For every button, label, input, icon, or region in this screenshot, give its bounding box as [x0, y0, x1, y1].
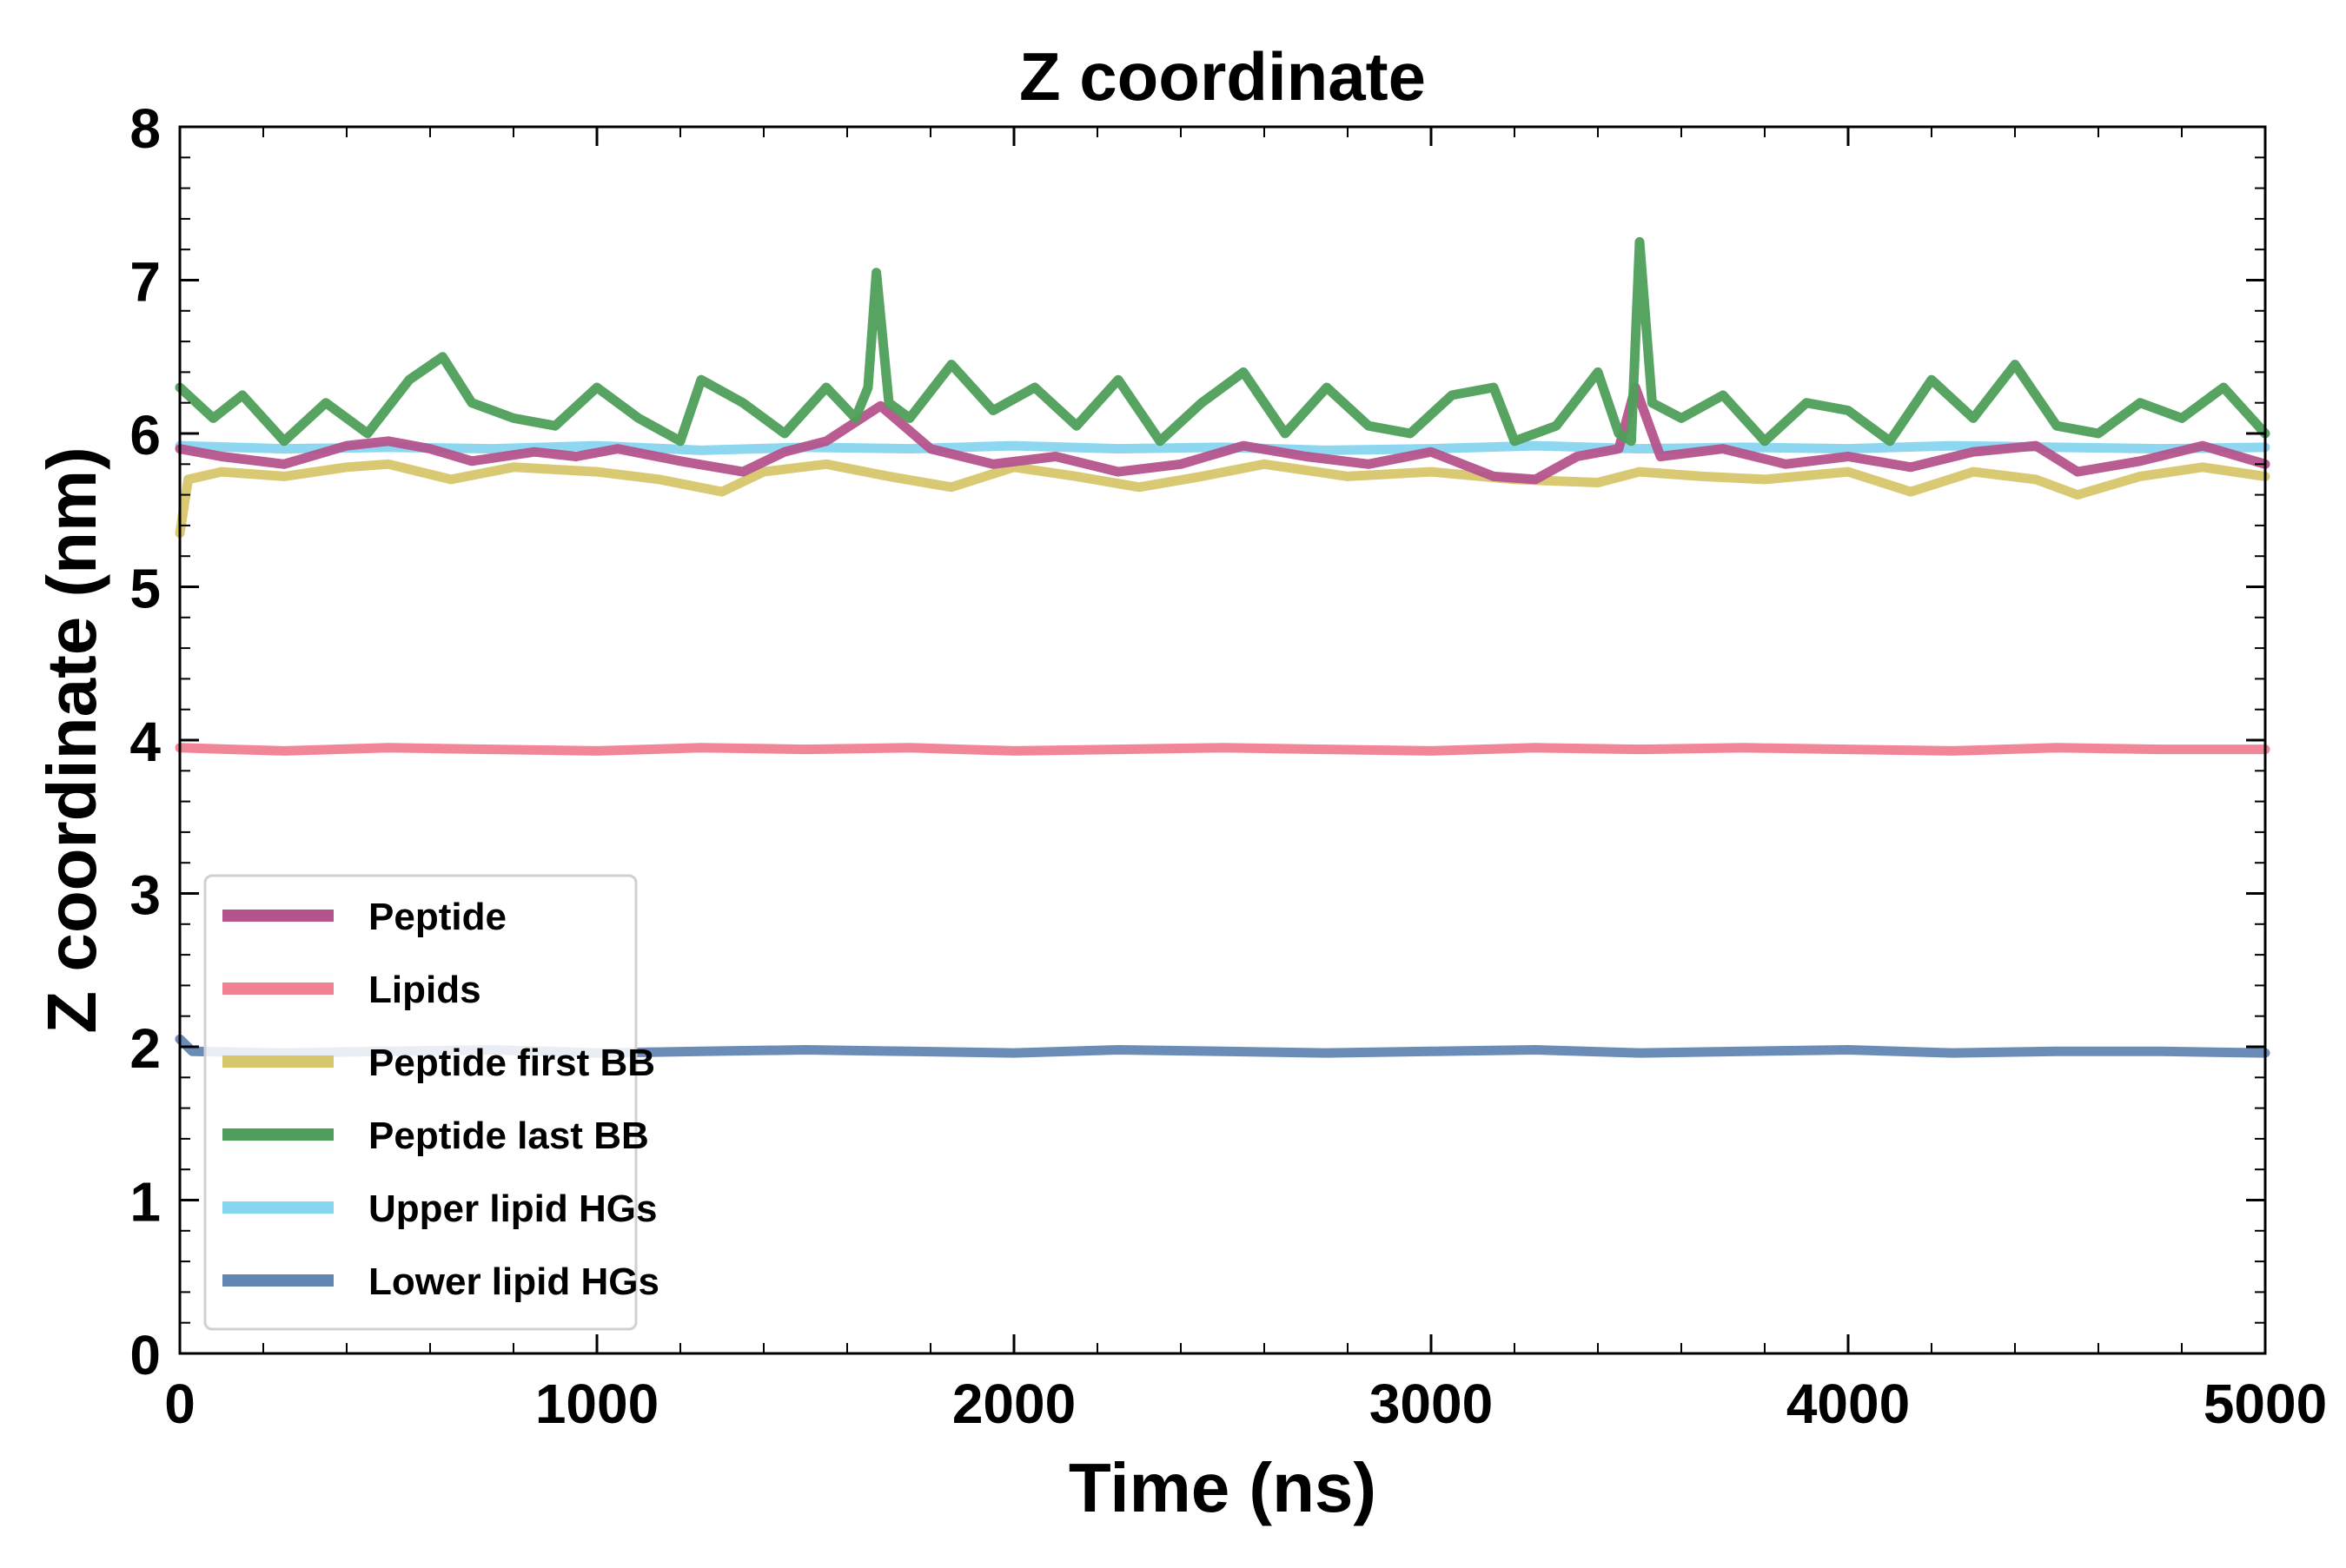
y-tick-label: 0	[129, 1324, 161, 1386]
x-tick-label: 4000	[1786, 1373, 1910, 1435]
y-tick-label: 7	[129, 251, 161, 314]
legend-label-peptide-first-bb: Peptide first BB	[368, 1042, 655, 1084]
series-line-lipids	[175, 743, 2270, 756]
y-tick-label: 2	[129, 1017, 161, 1080]
x-tick-label: 1000	[535, 1373, 659, 1435]
series-line-peptide-first-bb	[175, 459, 2270, 539]
x-tick-label: 0	[164, 1373, 196, 1435]
y-tick-label: 5	[129, 558, 161, 620]
legend: Peptide Lipids Peptide first BB Peptide las…	[203, 874, 659, 1331]
legend-label-lower-lipid-hgs: Lower lipid HGs	[368, 1260, 659, 1303]
x-tick-label: 3000	[1369, 1373, 1493, 1435]
y-axis-label: Z coordinate (nm)	[33, 447, 110, 1034]
legend-label-upper-lipid-hgs: Upper lipid HGs	[368, 1188, 657, 1230]
plot-frame	[178, 125, 2267, 1355]
legend-label-peptide: Peptide	[368, 896, 507, 938]
series-line-peptide-last-bb	[175, 236, 2270, 447]
y-tick-label: 3	[129, 864, 161, 927]
legend-label-peptide-last-bb: Peptide last BB	[368, 1115, 649, 1157]
y-tick-label: 4	[129, 711, 161, 773]
x-tick-label: 5000	[2204, 1373, 2327, 1435]
x-axis-label: Time (ns)	[1069, 1449, 1376, 1526]
series-line-peptide	[175, 382, 2270, 485]
y-tick-label: 8	[129, 97, 161, 160]
y-tick-label: 1	[129, 1171, 161, 1234]
chart-title: Z coordinate	[1019, 38, 1426, 115]
y-tick-label: 6	[129, 404, 161, 466]
x-tick-label: 2000	[952, 1373, 1076, 1435]
legend-label-lipids: Lipids	[368, 969, 481, 1011]
ticks-layer: 0 1000 2000 3000 4000 5000 0 1 2 3 4 5 6 7 8	[129, 97, 2327, 1435]
